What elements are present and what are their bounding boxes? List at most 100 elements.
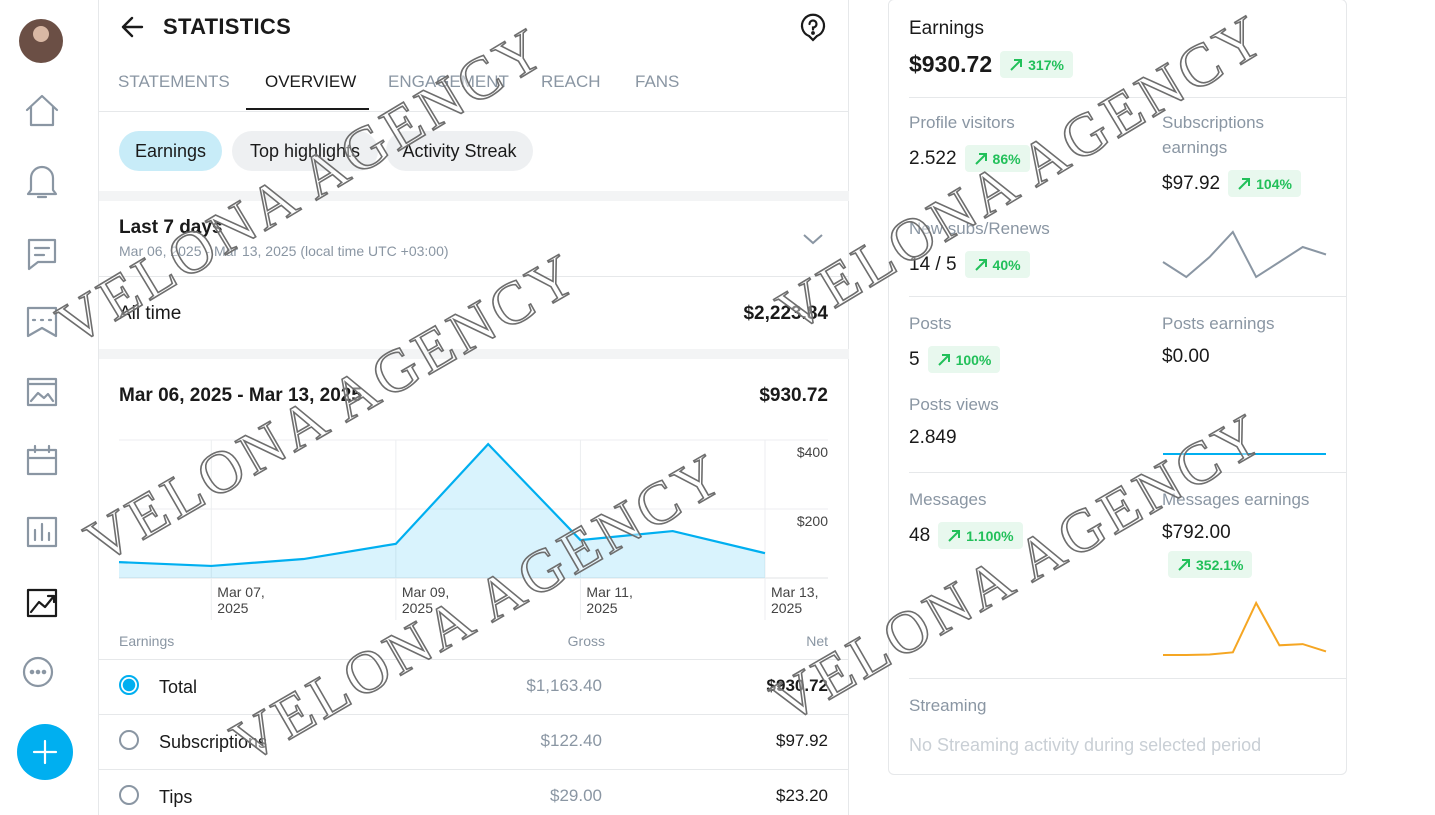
stat-value: $97.92	[1162, 172, 1221, 194]
more-dot	[41, 669, 47, 675]
empty-note: No Streaming activity during selected pe…	[909, 735, 1262, 755]
x-tick-label: Mar 11, 2025	[586, 584, 633, 616]
messages-icon[interactable]	[27, 238, 57, 271]
tab-indicator	[246, 108, 369, 110]
gross-value: $122.40	[540, 731, 602, 750]
stat-value: 48	[909, 524, 931, 546]
change-badge: 352.1%	[1168, 551, 1253, 578]
change-text: 104%	[1256, 175, 1292, 192]
notifications-icon[interactable]	[26, 165, 58, 199]
period-dates: Mar 06, 2025 - Mar 13, 2025 (local time …	[119, 243, 449, 259]
chip[interactable]: Activity Streak	[386, 131, 533, 171]
stat-label: Streaming	[909, 696, 987, 715]
stat-label: Messages	[909, 490, 987, 509]
all-time-label: All time	[119, 303, 182, 324]
stat-label: New subs/Renews	[909, 219, 1050, 238]
tab[interactable]: STATEMENTS	[118, 72, 230, 91]
row-label: Total	[159, 677, 198, 697]
x-tick-label: Mar 07, 2025	[217, 584, 265, 616]
radio[interactable]	[119, 785, 139, 805]
divider	[909, 678, 1347, 679]
stat-label: Posts	[909, 314, 952, 333]
stat-value: 2.522	[909, 147, 957, 169]
divider	[909, 296, 1347, 297]
earnings-line	[118, 442, 766, 568]
column-header: Gross	[567, 633, 605, 649]
vault-icon[interactable]	[26, 377, 58, 407]
change-badge: 86%	[964, 145, 1030, 172]
divider	[99, 276, 849, 277]
chip[interactable]: Top highlights	[232, 131, 378, 171]
change-badge: 104%	[1228, 170, 1301, 197]
back-button[interactable]	[118, 12, 148, 42]
y-tick-label: $200	[797, 513, 828, 529]
divider	[909, 472, 1347, 473]
divider	[99, 659, 849, 660]
gross-value: $1,163.40	[526, 676, 602, 695]
radio[interactable]	[119, 730, 139, 750]
row-label: Subscriptions	[159, 732, 268, 752]
panel-border	[98, 0, 99, 815]
sidebar	[17, 19, 73, 780]
statistics-icon[interactable]	[26, 516, 58, 548]
more-dot	[35, 669, 41, 675]
all-time-value: $2,223.84	[743, 303, 828, 324]
stat-label: Posts earnings	[1162, 314, 1275, 333]
change-badge: 317%	[1000, 51, 1073, 78]
change-badge: 100%	[927, 346, 1001, 373]
change-text: 86%	[992, 150, 1021, 167]
x-tick-label: Mar 09, 2025	[401, 584, 450, 616]
plus-icon	[32, 739, 58, 765]
change-text: 100%	[955, 351, 992, 368]
help-button[interactable]	[798, 13, 828, 43]
change-text: 40%	[992, 256, 1021, 273]
tab-active[interactable]: OVERVIEW	[265, 72, 357, 91]
stat-label: Subscriptions earnings	[1162, 113, 1265, 157]
row-label: Tips	[159, 787, 193, 807]
summary-card	[888, 0, 1347, 775]
avatar-face	[33, 26, 49, 42]
change-text: 1.100%	[966, 527, 1014, 544]
section-gap	[99, 191, 849, 201]
divider	[909, 97, 1347, 98]
range-total: $930.72	[759, 385, 828, 406]
stat-value: 5	[909, 348, 920, 370]
divider	[99, 714, 849, 715]
queue-icon[interactable]	[26, 444, 58, 476]
collections-icon[interactable]	[26, 306, 58, 338]
tab[interactable]: ENGAGEMENT	[388, 72, 509, 91]
earnings-value: $930.72	[909, 51, 993, 77]
change-badge: 1.100%	[938, 522, 1023, 549]
analytics-icon[interactable]	[26, 588, 58, 618]
period-label: Last 7 days	[119, 217, 223, 238]
chip-active[interactable]: Earnings	[119, 131, 222, 171]
earnings-label: Earnings	[909, 18, 984, 39]
change-text: 352.1%	[1196, 556, 1244, 573]
divider	[99, 111, 849, 112]
section-gap	[99, 349, 849, 359]
change-text: 317%	[1028, 56, 1064, 73]
earnings-chart: $200 $400	[118, 439, 828, 620]
net-value: $23.20	[776, 786, 828, 805]
column-header: Net	[806, 633, 828, 649]
x-tick-label: Mar 13, 2025	[771, 584, 819, 616]
net-value: $930.72	[766, 676, 828, 695]
tab[interactable]: REACH	[541, 72, 601, 91]
column-header: Earnings	[119, 633, 175, 649]
panel-border	[848, 0, 849, 815]
stat-value: $0.00	[1162, 346, 1210, 367]
more-icon[interactable]	[22, 656, 54, 688]
stat-label: Posts views	[909, 395, 999, 414]
more-dot	[29, 669, 35, 675]
area-fill	[119, 444, 765, 578]
stat-label: Profile visitors	[909, 113, 1015, 132]
stat-value: $792.00	[1162, 522, 1231, 543]
tab[interactable]: FANS	[635, 72, 680, 91]
range-label: Mar 06, 2025 - Mar 13, 2025	[119, 385, 362, 406]
net-value: $97.92	[776, 731, 828, 750]
stat-value: 2.849	[909, 427, 957, 448]
radio-selected[interactable]	[119, 675, 139, 695]
period-dropdown[interactable]	[801, 231, 825, 247]
home-icon[interactable]	[25, 94, 59, 127]
